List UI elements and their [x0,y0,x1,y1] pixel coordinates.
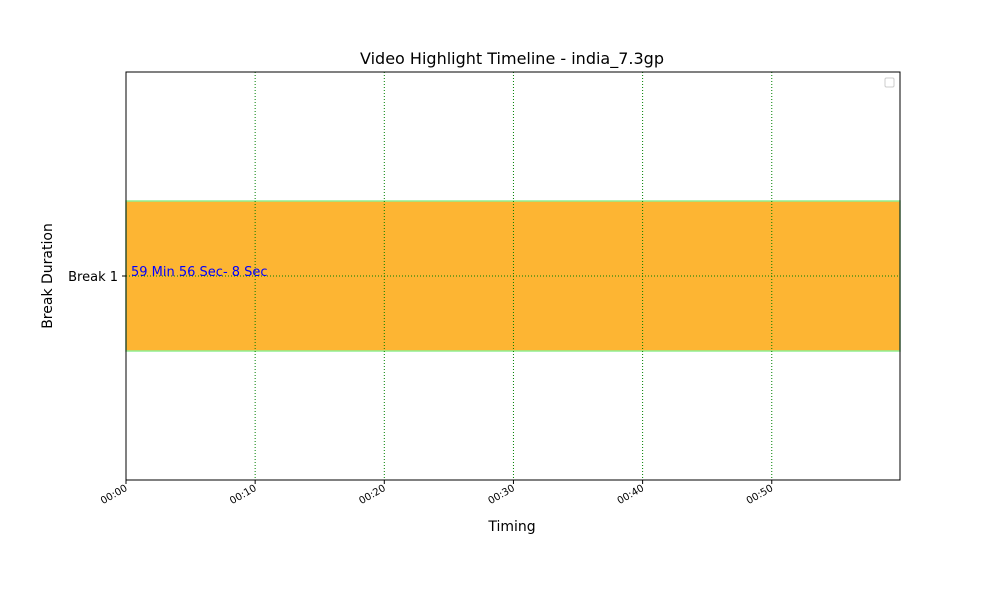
chart-title: Video Highlight Timeline - india_7.3gp [360,49,664,69]
y-tick-label: Break 1 [68,270,118,285]
bar-annotation: 59 Min 56 Sec- 8 Sec [131,265,268,280]
legend-box [884,77,895,88]
x-axis-label: Timing [487,519,535,535]
y-axis-label: Break Duration [40,223,56,329]
